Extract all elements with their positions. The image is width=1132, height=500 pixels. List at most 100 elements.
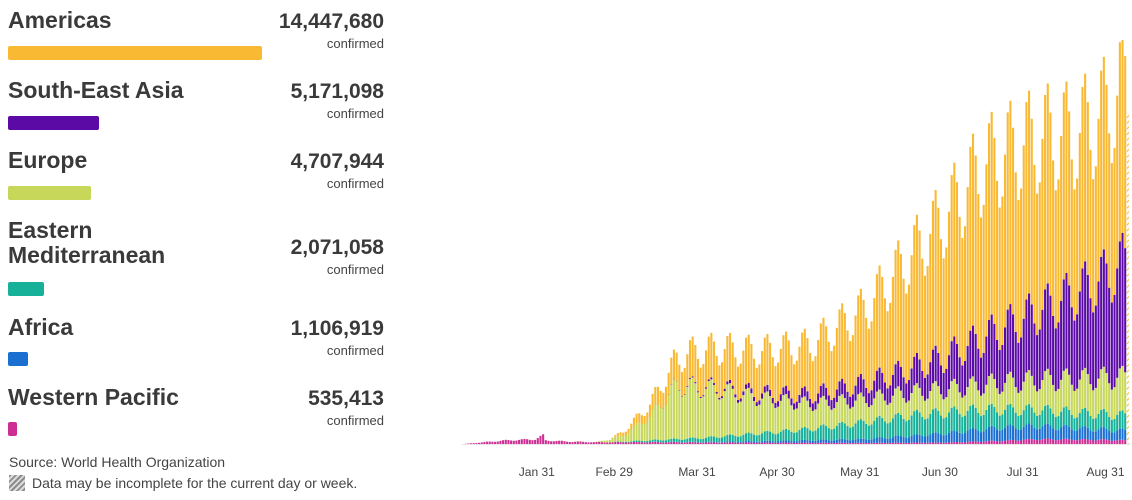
bar-segment-western-pacific[interactable] xyxy=(627,442,630,444)
bar-segment-americas[interactable] xyxy=(769,342,772,390)
bar-segment-south-east-asia[interactable] xyxy=(913,356,916,386)
bar-segment-western-pacific[interactable] xyxy=(1012,440,1015,444)
bar-segment-western-pacific[interactable] xyxy=(1100,439,1103,444)
bar-segment-americas[interactable] xyxy=(811,361,814,404)
bar-segment-europe[interactable] xyxy=(1030,375,1033,408)
bar-segment-eastern-mediterranean[interactable] xyxy=(771,433,774,442)
bar-segment-europe[interactable] xyxy=(955,383,959,410)
bar-segment-south-east-asia[interactable] xyxy=(867,393,870,408)
bar-segment-western-pacific[interactable] xyxy=(491,441,494,444)
bar-segment-south-east-asia[interactable] xyxy=(1020,337,1023,391)
bar-segment-europe[interactable] xyxy=(945,397,948,418)
bar-segment-south-east-asia[interactable] xyxy=(710,377,713,380)
bar-segment-south-east-asia[interactable] xyxy=(931,349,934,384)
bar-segment-europe[interactable] xyxy=(1038,389,1041,415)
bar-segment-western-pacific[interactable] xyxy=(1113,440,1116,444)
bar-segment-eastern-mediterranean[interactable] xyxy=(729,434,732,442)
bar-segment-western-pacific[interactable] xyxy=(499,440,502,444)
bar-segment-south-east-asia[interactable] xyxy=(715,392,718,394)
bar-segment-americas[interactable] xyxy=(905,293,908,384)
bar-segment-western-pacific[interactable] xyxy=(534,439,537,444)
bar-segment-western-pacific[interactable] xyxy=(632,441,635,444)
bar-segment-africa[interactable] xyxy=(712,441,716,443)
bar-segment-eastern-mediterranean[interactable] xyxy=(913,411,916,435)
bar-segment-americas[interactable] xyxy=(766,334,769,385)
bar-segment-americas[interactable] xyxy=(614,435,617,437)
bar-segment-europe[interactable] xyxy=(881,393,884,418)
bar-segment-africa[interactable] xyxy=(1004,427,1007,441)
bar-segment-americas[interactable] xyxy=(1118,42,1121,242)
bar-segment-africa[interactable] xyxy=(875,437,878,443)
bar-segment-eastern-mediterranean[interactable] xyxy=(822,424,825,440)
bar-segment-south-east-asia[interactable] xyxy=(998,349,1001,394)
bar-segment-europe[interactable] xyxy=(817,403,820,429)
bar-segment-europe[interactable] xyxy=(953,378,956,407)
bar-segment-western-pacific[interactable] xyxy=(918,442,921,444)
bar-segment-eastern-mediterranean[interactable] xyxy=(688,437,692,442)
bar-segment-eastern-mediterranean[interactable] xyxy=(827,428,830,441)
bar-segment-western-pacific[interactable] xyxy=(712,442,716,444)
bar-segment-western-pacific[interactable] xyxy=(566,441,569,444)
bar-segment-africa[interactable] xyxy=(1046,423,1049,439)
bar-segment-africa[interactable] xyxy=(902,437,905,443)
bar-segment-europe[interactable] xyxy=(977,390,980,413)
bar-segment-americas[interactable] xyxy=(720,362,724,397)
bar-segment-europe[interactable] xyxy=(739,401,742,437)
bar-segment-americas[interactable] xyxy=(1025,102,1028,300)
bar-segment-western-pacific[interactable] xyxy=(683,442,686,444)
bar-segment-eastern-mediterranean[interactable] xyxy=(1044,405,1047,425)
bar-segment-americas[interactable] xyxy=(1030,118,1033,305)
bar-segment-western-pacific[interactable] xyxy=(504,439,507,444)
bar-segment-europe[interactable] xyxy=(672,379,676,439)
bar-segment-europe[interactable] xyxy=(614,436,617,442)
bar-segment-south-east-asia[interactable] xyxy=(934,345,937,382)
bar-segment-south-east-asia[interactable] xyxy=(990,314,993,374)
bar-segment-americas[interactable] xyxy=(691,336,694,377)
bar-segment-europe[interactable] xyxy=(1089,384,1092,416)
bar-segment-eastern-mediterranean[interactable] xyxy=(907,419,910,438)
bar-segment-western-pacific[interactable] xyxy=(606,442,609,444)
bar-segment-eastern-mediterranean[interactable] xyxy=(680,439,684,443)
bar-segment-europe[interactable] xyxy=(651,409,654,440)
bar-segment-western-pacific[interactable] xyxy=(873,442,876,444)
bar-segment-americas[interactable] xyxy=(782,335,785,388)
bar-segment-americas[interactable] xyxy=(683,367,686,395)
bar-segment-western-pacific[interactable] xyxy=(1022,439,1025,444)
bar-segment-eastern-mediterranean[interactable] xyxy=(702,438,705,443)
bar-segment-eastern-mediterranean[interactable] xyxy=(918,412,921,435)
bar-segment-south-east-asia[interactable] xyxy=(979,357,983,396)
bar-segment-south-east-asia[interactable] xyxy=(1009,304,1012,372)
bar-segment-africa[interactable] xyxy=(982,431,985,442)
bar-segment-europe[interactable] xyxy=(755,406,758,436)
bar-segment-europe[interactable] xyxy=(958,392,961,415)
bar-segment-western-pacific[interactable] xyxy=(838,442,841,444)
bar-segment-europe[interactable] xyxy=(624,435,627,442)
bar-segment-americas[interactable] xyxy=(921,258,924,371)
bar-segment-europe[interactable] xyxy=(600,440,603,443)
bar-segment-africa[interactable] xyxy=(1060,427,1063,440)
bar-segment-europe[interactable] xyxy=(862,396,865,421)
bar-segment-western-pacific[interactable] xyxy=(643,442,646,444)
bar-segment-south-east-asia[interactable] xyxy=(750,388,753,394)
bar-segment-americas[interactable] xyxy=(953,162,956,337)
bar-segment-africa[interactable] xyxy=(1065,424,1068,439)
bar-segment-south-east-asia[interactable] xyxy=(993,323,996,380)
bar-segment-western-pacific[interactable] xyxy=(590,442,593,444)
bar-segment-western-pacific[interactable] xyxy=(675,442,678,444)
bar-segment-south-east-asia[interactable] xyxy=(859,374,862,393)
bar-segment-europe[interactable] xyxy=(777,406,780,434)
bar-segment-africa[interactable] xyxy=(1054,430,1057,441)
bar-segment-americas[interactable] xyxy=(640,415,643,424)
bar-segment-europe[interactable] xyxy=(622,436,625,442)
bar-segment-western-pacific[interactable] xyxy=(1057,440,1060,444)
bar-segment-eastern-mediterranean[interactable] xyxy=(881,417,884,438)
bar-segment-europe[interactable] xyxy=(1068,374,1071,410)
bar-segment-eastern-mediterranean[interactable] xyxy=(798,430,801,441)
bar-segment-africa[interactable] xyxy=(934,432,937,443)
bar-segment-south-east-asia[interactable] xyxy=(862,379,865,397)
bar-segment-africa[interactable] xyxy=(782,440,785,443)
bar-segment-south-east-asia[interactable] xyxy=(785,385,788,394)
bar-segment-europe[interactable] xyxy=(702,396,705,439)
bar-segment-europe[interactable] xyxy=(1081,370,1084,409)
bar-segment-south-east-asia[interactable] xyxy=(737,399,740,403)
